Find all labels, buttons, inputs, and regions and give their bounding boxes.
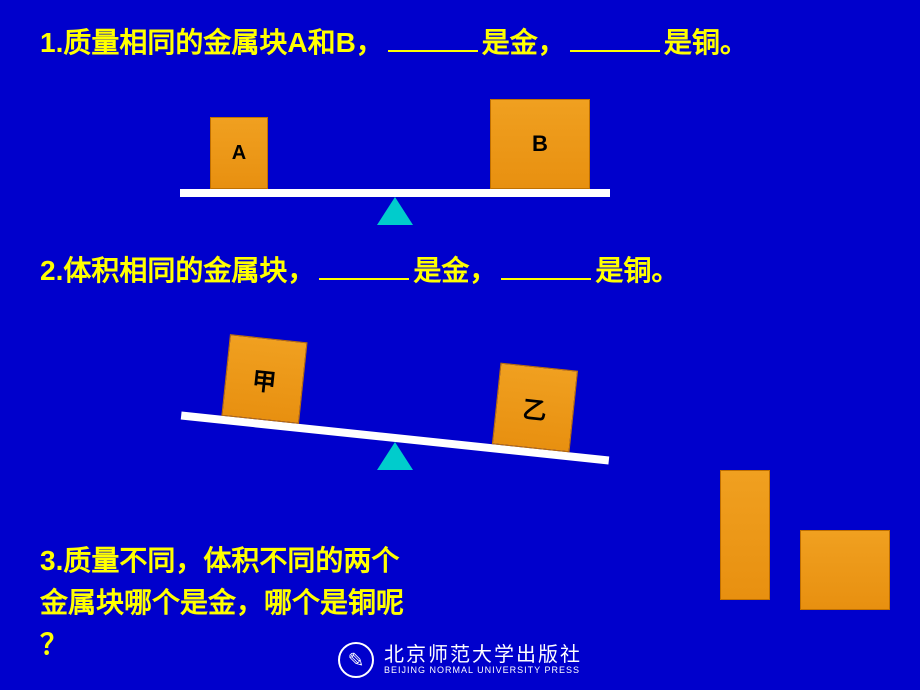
q1-mid: 是金， xyxy=(482,27,566,58)
block-a-label: A xyxy=(232,142,246,165)
q1-blank-1 xyxy=(388,24,478,52)
q1-prefix: 1.质量相同的金属块A和B， xyxy=(40,27,384,58)
publisher-logo-icon: ✎ xyxy=(338,642,374,678)
q3-line1: 3.质量不同，体积不同的两个 xyxy=(40,540,460,582)
q1-blank-2 xyxy=(570,24,660,52)
q1-suffix: 是铜。 xyxy=(664,27,748,58)
balance-2-fulcrum xyxy=(377,442,413,470)
balance-1-beam xyxy=(180,189,610,197)
q3-line2: 金属块哪个是金，哪个是铜呢 xyxy=(40,582,460,624)
question-2: 2.体积相同的金属块， 是金， 是铜。 xyxy=(40,250,679,292)
balance-1-fulcrum xyxy=(377,197,413,225)
question-1: 1.质量相同的金属块A和B， 是金， 是铜。 xyxy=(40,22,748,64)
publisher-text: 北京师范大学出版社 BEIJING NORMAL UNIVERSITY PRES… xyxy=(384,644,582,676)
loose-block-square xyxy=(800,530,890,610)
q2-mid: 是金， xyxy=(413,255,497,286)
publisher: ✎ 北京师范大学出版社 BEIJING NORMAL UNIVERSITY PR… xyxy=(338,642,582,678)
block-b: B xyxy=(490,99,590,189)
block-yi-label: 乙 xyxy=(521,389,549,426)
publisher-en: BEIJING NORMAL UNIVERSITY PRESS xyxy=(384,666,582,676)
block-a: A xyxy=(210,117,268,189)
q2-suffix: 是铜。 xyxy=(595,255,679,286)
block-yi: 乙 xyxy=(492,363,578,453)
publisher-cn: 北京师范大学出版社 xyxy=(384,644,582,666)
balance-2: 甲 乙 xyxy=(180,310,610,470)
publisher-logo-glyph: ✎ xyxy=(348,648,365,673)
q2-blank-1 xyxy=(319,252,409,280)
balance-1: A B xyxy=(180,85,610,225)
block-b-label: B xyxy=(532,131,548,157)
block-jia-label: 甲 xyxy=(251,360,279,397)
q2-blank-2 xyxy=(501,252,591,280)
loose-block-tall xyxy=(720,470,770,600)
block-jia: 甲 xyxy=(221,334,307,424)
q2-prefix: 2.体积相同的金属块， xyxy=(40,255,315,286)
